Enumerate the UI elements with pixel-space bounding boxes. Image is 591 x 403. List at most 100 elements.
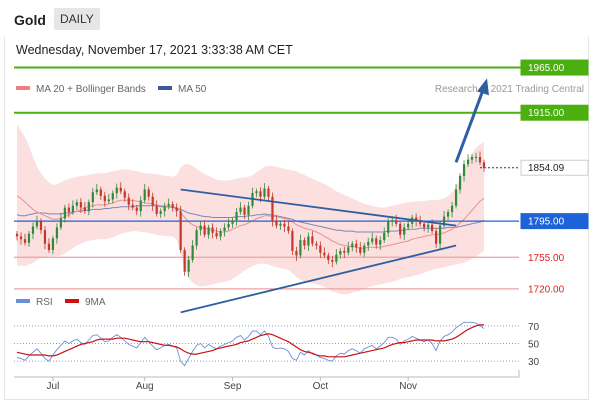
instrument-title: Gold xyxy=(14,12,46,28)
candle-body xyxy=(159,211,162,214)
candle-body xyxy=(139,200,142,212)
timeframe-badge[interactable]: DAILY xyxy=(54,8,100,30)
candle-body xyxy=(379,240,382,245)
candle-body xyxy=(347,247,350,253)
ma9-legend-swatch xyxy=(65,299,79,303)
rsi-panel: 30 50 70 xyxy=(14,322,540,368)
x-axis: Jul Aug Sep Oct Nov xyxy=(14,370,520,392)
rsi-tick-label: 70 xyxy=(528,322,540,333)
level-label: 1795.00 xyxy=(528,217,565,228)
candle-body xyxy=(375,238,378,245)
candle-body xyxy=(450,205,454,213)
candle-body xyxy=(478,156,482,163)
candle-body xyxy=(155,205,158,214)
candle-body xyxy=(335,254,338,262)
candle-body xyxy=(187,259,190,272)
candle-body xyxy=(67,207,70,213)
candle-body xyxy=(199,225,202,231)
candle-body xyxy=(446,212,450,217)
candle-body xyxy=(279,223,282,226)
candle-body xyxy=(458,175,462,190)
rsi-legend-label: RSI xyxy=(36,297,53,308)
candle-body xyxy=(15,233,19,237)
trendline-1 xyxy=(180,244,457,314)
candle-body xyxy=(143,189,146,201)
candle-body xyxy=(267,188,270,197)
x-tick-label: Sep xyxy=(224,381,242,392)
candle-body xyxy=(75,202,78,206)
projection-arrow-line xyxy=(454,86,486,163)
candle-body xyxy=(239,207,242,213)
candle-body xyxy=(327,255,330,260)
bollinger-band-area xyxy=(17,124,484,295)
candle-body xyxy=(135,207,138,212)
candle-body xyxy=(103,195,106,202)
candle-body xyxy=(395,220,398,224)
rsi-tick-label: 50 xyxy=(528,340,540,351)
candle-body xyxy=(275,221,278,226)
candle-body xyxy=(55,227,59,239)
candle-body xyxy=(399,223,402,235)
candle-body xyxy=(203,225,206,235)
candle-body xyxy=(303,240,306,246)
candle-body xyxy=(287,226,290,232)
candle-body xyxy=(403,227,406,235)
candle-body xyxy=(223,227,226,232)
candle-body xyxy=(19,236,23,240)
candle-body xyxy=(207,227,210,235)
candle-body xyxy=(383,232,386,241)
copyright-text: Research © 2021 Trading Central xyxy=(435,84,584,95)
candle-body xyxy=(235,212,238,221)
candle-body xyxy=(31,226,35,234)
candle-body xyxy=(167,203,170,207)
rsi-tick-label: 30 xyxy=(528,357,540,368)
candle-body xyxy=(131,204,134,208)
candle-body xyxy=(175,207,178,212)
candle-body xyxy=(87,202,90,212)
ma20-legend-label: MA 20 + Bollinger Bands xyxy=(36,84,146,95)
candle-body xyxy=(295,250,298,256)
candle-body xyxy=(47,243,51,251)
candle-body xyxy=(407,223,410,228)
candle-body xyxy=(435,231,438,244)
candle-body xyxy=(351,243,354,248)
ma20-legend-swatch xyxy=(16,86,30,90)
candle-body xyxy=(243,207,246,215)
candle-body xyxy=(211,227,214,233)
candle-body xyxy=(127,197,130,205)
candle-body xyxy=(183,250,186,272)
candle-body xyxy=(71,205,74,213)
level-tag-1 xyxy=(520,104,589,121)
level-label: 1854.09 xyxy=(528,163,565,174)
candle-body xyxy=(43,230,47,244)
rsi-line xyxy=(16,321,485,367)
ma9-legend-label: 9MA xyxy=(85,297,106,308)
candle-body xyxy=(171,203,174,208)
candle-body xyxy=(454,189,458,206)
candle-body xyxy=(163,206,166,212)
candle-body xyxy=(442,216,446,226)
candle-body xyxy=(195,230,198,246)
candle-body xyxy=(263,188,266,197)
x-tick-label: Jul xyxy=(47,381,60,392)
candle-body xyxy=(415,217,418,222)
candle-body xyxy=(319,245,322,253)
candle-body xyxy=(23,239,27,243)
level-tag-0 xyxy=(520,59,589,76)
candle-body xyxy=(355,243,358,248)
candle-body xyxy=(331,259,334,262)
ma50-line xyxy=(16,205,485,233)
candle-body xyxy=(123,191,126,198)
candle-body xyxy=(363,245,366,253)
candle-body xyxy=(438,225,442,244)
candle-body xyxy=(247,205,250,215)
candle-body xyxy=(431,224,434,232)
candle-body xyxy=(191,245,194,260)
x-tick-label: Oct xyxy=(313,381,329,392)
price-panel: 1965.00 1915.00 1854.09 1795.00 1755.00 1720.… xyxy=(14,59,589,314)
candle-body xyxy=(339,250,342,255)
candle-body xyxy=(115,187,118,194)
level-tag-2 xyxy=(520,159,589,176)
candle-body xyxy=(466,159,470,165)
ma9-line xyxy=(16,324,484,358)
